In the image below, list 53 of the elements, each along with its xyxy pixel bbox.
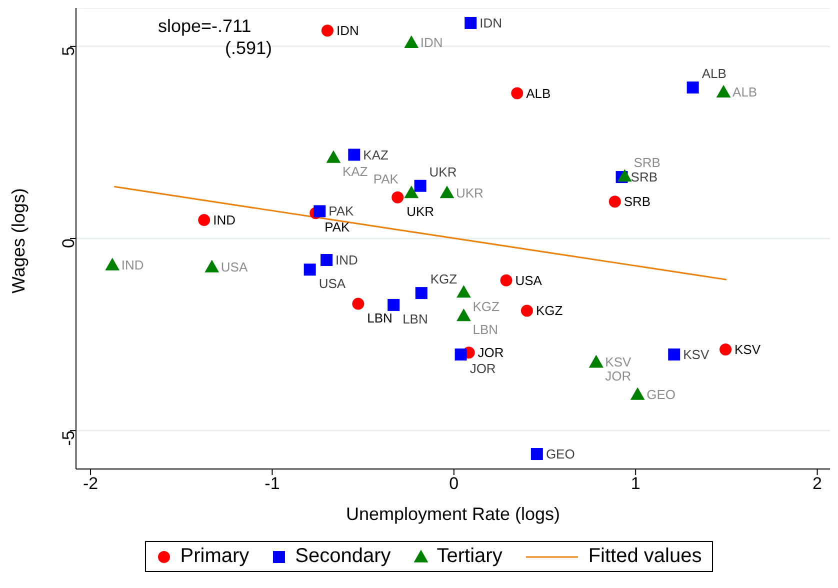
annotation: slope=-.711 (158, 16, 252, 37)
data-label: USA (220, 259, 248, 274)
legend-label: Secondary (295, 545, 391, 568)
data-label: ALB (702, 66, 726, 82)
y-tick-label: -5 (59, 430, 78, 446)
y-tick-label: 5 (59, 46, 78, 56)
data-label: LBN (472, 322, 498, 338)
x-tick-label: 1 (630, 474, 640, 494)
data-label: KGZ (472, 298, 500, 314)
data-label: KAZ (363, 147, 389, 162)
data-label: IDN (480, 15, 502, 30)
y-tick-label: 0 (59, 238, 78, 248)
data-label: PAK (373, 171, 399, 186)
data-label: JOR (470, 361, 496, 376)
data-label: SRB (624, 194, 651, 210)
data-label: IND (336, 252, 358, 268)
data-label: IDN (420, 35, 443, 50)
data-label: PAK (328, 204, 354, 219)
data-label: IND (121, 258, 144, 273)
data-label: IDN (336, 23, 359, 38)
data-label: UKR (429, 164, 457, 180)
data-label: LBN (402, 311, 428, 326)
x-tick-label: -2 (82, 474, 98, 494)
data-label: KGZ (430, 272, 458, 287)
data-label: ALB (526, 86, 551, 101)
x-axis-title: Unemployment Rate (logs) (346, 504, 560, 524)
data-label: GEO (546, 446, 575, 462)
x-tick-label: 2 (812, 474, 822, 494)
data-label: PAK (324, 220, 350, 235)
data-label: KGZ (536, 303, 563, 318)
data-label: JOR (478, 345, 504, 360)
y-axis-title: Wages (logs) (8, 188, 28, 294)
data-label: UKR (406, 204, 434, 219)
annotation: (.591) (225, 38, 272, 59)
x-tick-label: 0 (449, 474, 459, 494)
data-label: UKR (456, 185, 484, 200)
data-label: SRB (634, 154, 660, 170)
data-label: SRB (630, 170, 658, 185)
data-label: KSV (683, 347, 710, 362)
data-label: JOR (605, 368, 632, 384)
data-label: GEO (646, 386, 676, 402)
data-label: KSV (605, 354, 632, 370)
data-label: ALB (732, 84, 758, 100)
x-tick-label: -1 (264, 474, 280, 494)
data-label: IND (213, 212, 236, 228)
legend-label: Tertiary (436, 545, 502, 568)
data-label: KAZ (342, 164, 368, 179)
legend-label: Fitted values (588, 545, 702, 568)
data-label: LBN (367, 310, 392, 326)
data-label: USA (318, 276, 346, 292)
legend-label: Primary (180, 545, 250, 568)
data-label: USA (515, 272, 542, 288)
data-label: KSV (734, 342, 761, 358)
